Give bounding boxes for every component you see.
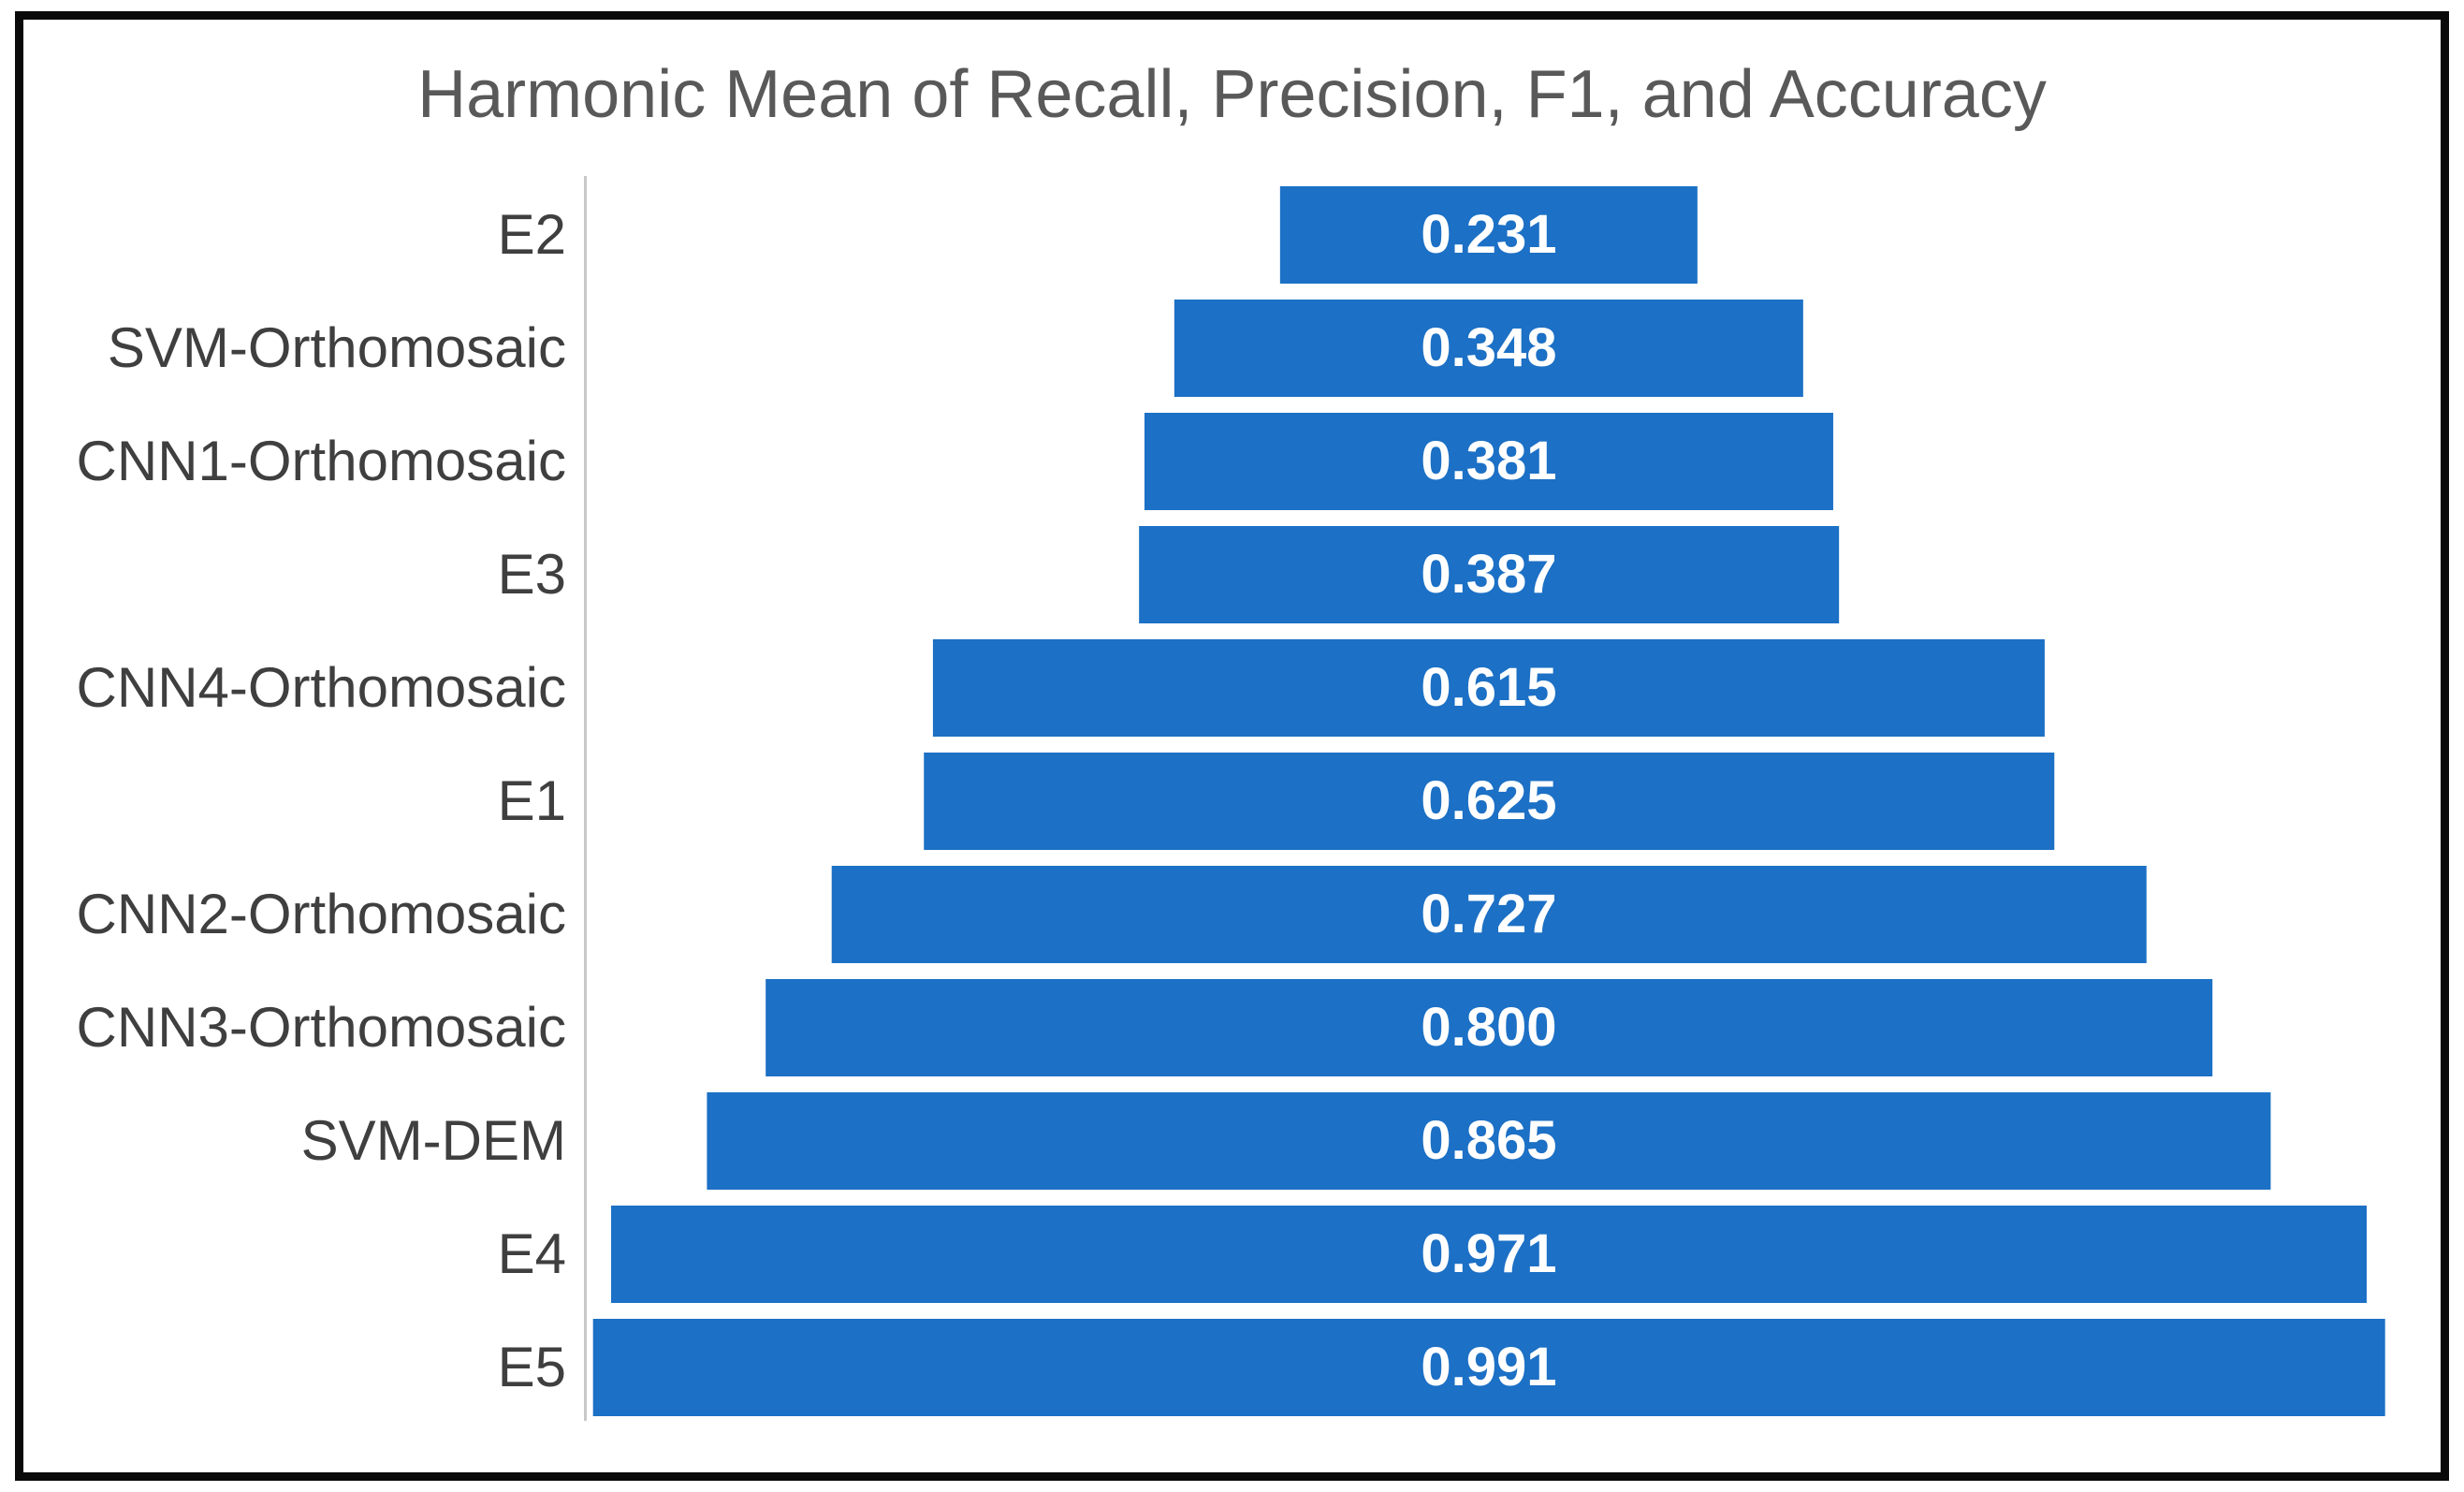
bar-area: 0.971 xyxy=(585,1205,2393,1303)
category-label: CNN2-Orthomosaic xyxy=(76,883,566,945)
bar: 0.615 xyxy=(932,638,2046,737)
category-label: CNN4-Orthomosaic xyxy=(76,656,566,719)
bar-area: 0.727 xyxy=(585,865,2393,963)
bar: 0.348 xyxy=(1174,299,1804,397)
bar-area: 0.381 xyxy=(585,412,2393,510)
category-label: E2 xyxy=(497,203,566,266)
bar-value-label: 0.231 xyxy=(1421,204,1557,265)
bar-rows: E2 0.231 SVM-Orthomosaic 0.348 CNN1-Orth… xyxy=(56,178,2393,1424)
bar-value-label: 0.800 xyxy=(1421,997,1557,1058)
bar-area: 0.800 xyxy=(585,978,2393,1076)
bar: 0.727 xyxy=(831,865,2147,963)
category-axis-line xyxy=(584,176,587,1421)
bar: 0.381 xyxy=(1144,412,1834,510)
bar-row: E1 0.625 xyxy=(56,744,2393,857)
bar-value-label: 0.615 xyxy=(1421,657,1557,718)
bar-value-label: 0.387 xyxy=(1421,544,1557,605)
category-label: E4 xyxy=(497,1222,566,1285)
bar: 0.971 xyxy=(611,1205,2367,1303)
bar-value-label: 0.971 xyxy=(1421,1223,1557,1284)
bar-area: 0.615 xyxy=(585,638,2393,737)
category-label: CNN3-Orthomosaic xyxy=(76,996,566,1059)
bar-row: E3 0.387 xyxy=(56,518,2393,631)
bar: 0.800 xyxy=(765,978,2212,1076)
bar-area: 0.625 xyxy=(585,752,2393,850)
bar-area: 0.348 xyxy=(585,299,2393,397)
bar-row: SVM-DEM 0.865 xyxy=(56,1084,2393,1197)
bar-row: E5 0.991 xyxy=(56,1310,2393,1424)
bar-value-label: 0.381 xyxy=(1421,431,1557,491)
category-label: SVM-Orthomosaic xyxy=(107,316,566,379)
bar-row: CNN1-Orthomosaic 0.381 xyxy=(56,404,2393,518)
category-label: CNN1-Orthomosaic xyxy=(76,430,566,492)
bar-area: 0.991 xyxy=(585,1318,2393,1416)
bar: 0.625 xyxy=(924,752,2054,850)
bar-row: E4 0.971 xyxy=(56,1197,2393,1310)
chart-title: Harmonic Mean of Recall, Precision, F1, … xyxy=(417,57,2047,132)
bar-row: CNN2-Orthomosaic 0.727 xyxy=(56,857,2393,971)
bar: 0.231 xyxy=(1279,185,1699,284)
bar: 0.865 xyxy=(707,1091,2271,1190)
bar-value-label: 0.625 xyxy=(1421,770,1557,831)
bar-row: E2 0.231 xyxy=(56,178,2393,291)
bar-value-label: 0.727 xyxy=(1421,884,1557,944)
bar-value-label: 0.348 xyxy=(1421,317,1557,378)
bar: 0.387 xyxy=(1139,525,1839,623)
bar-value-label: 0.865 xyxy=(1421,1110,1557,1171)
category-label: E5 xyxy=(497,1336,566,1398)
bar-row: SVM-Orthomosaic 0.348 xyxy=(56,291,2393,404)
bar: 0.991 xyxy=(592,1318,2385,1416)
bar-row: CNN4-Orthomosaic 0.615 xyxy=(56,631,2393,744)
category-label: SVM-DEM xyxy=(300,1109,566,1172)
bar-area: 0.387 xyxy=(585,525,2393,623)
category-label: E1 xyxy=(497,769,566,832)
bar-row: CNN3-Orthomosaic 0.800 xyxy=(56,971,2393,1084)
bar-area: 0.865 xyxy=(585,1091,2393,1190)
category-label: E3 xyxy=(497,543,566,606)
bar-area: 0.231 xyxy=(585,185,2393,284)
bar-value-label: 0.991 xyxy=(1421,1337,1557,1397)
